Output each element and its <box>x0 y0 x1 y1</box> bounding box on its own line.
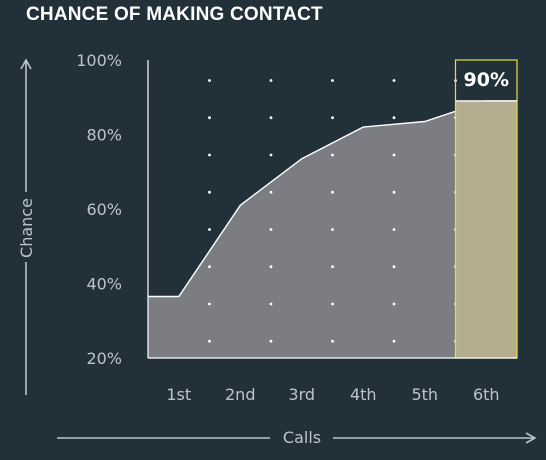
grid-dot <box>392 153 396 157</box>
y-tick-label: 100% <box>76 51 122 70</box>
grid-dot <box>208 79 211 82</box>
grid-dot <box>331 153 334 157</box>
y-tick-label: 20% <box>86 349 122 368</box>
grid-dot <box>331 302 334 306</box>
x-tick-label: 1st <box>166 385 191 404</box>
grid-dot <box>392 116 396 120</box>
grid-dot <box>331 116 334 120</box>
grid-dot <box>269 302 273 306</box>
grid-dot <box>392 79 396 82</box>
grid-dot <box>392 302 396 306</box>
x-tick-label: 3rd <box>288 385 315 404</box>
x-tick-label: 5th <box>411 385 438 404</box>
grid-dot <box>269 190 273 194</box>
grid-dot <box>208 190 211 194</box>
grid-dot <box>331 228 334 231</box>
grid-dot <box>208 228 211 231</box>
grid-dot <box>208 265 211 269</box>
highlight-value-label: 90% <box>464 69 509 91</box>
grid-dot <box>269 153 273 157</box>
grid-dot <box>208 302 211 306</box>
chart-title: CHANCE OF MAKING CONTACT <box>26 4 323 25</box>
grid-dot <box>331 339 334 343</box>
grid-dot <box>269 116 273 120</box>
grid-dot <box>392 190 396 194</box>
grid-dot <box>392 339 396 343</box>
x-tick-label: 2nd <box>225 385 255 404</box>
grid-dot <box>269 339 273 343</box>
grid-dot <box>269 228 273 231</box>
x-tick-label: 4th <box>350 385 377 404</box>
grid-dot <box>392 228 396 231</box>
grid-dot <box>392 265 396 269</box>
y-axis-title: Chance <box>17 198 36 258</box>
grid-dot <box>331 265 334 269</box>
grid-dot <box>208 116 211 120</box>
y-tick-label: 80% <box>86 126 122 145</box>
highlight-bar <box>455 100 517 358</box>
grid-dot <box>208 339 211 343</box>
grid-dot <box>269 79 273 82</box>
grid-dot <box>269 265 273 269</box>
x-tick-label: 6th <box>473 385 500 404</box>
grid-dot <box>208 153 211 157</box>
y-tick-label: 60% <box>86 200 122 219</box>
y-tick-label: 40% <box>86 275 122 294</box>
grid-dot <box>331 190 334 194</box>
grid-dot <box>331 79 334 82</box>
x-axis-title: Calls <box>283 428 321 447</box>
